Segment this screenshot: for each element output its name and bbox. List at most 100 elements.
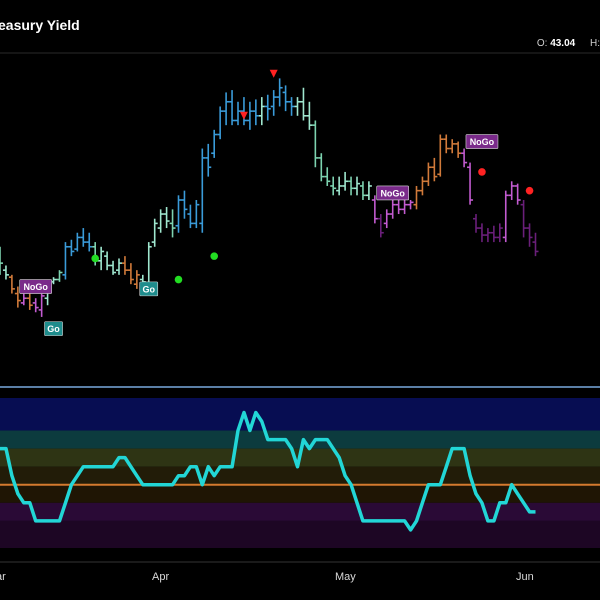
price-bar bbox=[306, 101, 313, 130]
price-bar bbox=[437, 134, 444, 177]
price-bar bbox=[110, 260, 117, 275]
price-bar bbox=[32, 298, 39, 313]
price-bar bbox=[98, 246, 105, 271]
trend-label-box bbox=[465, 134, 499, 149]
price-bar bbox=[205, 143, 212, 177]
price-bar bbox=[288, 97, 295, 116]
price-bar bbox=[217, 106, 224, 140]
nogo-signal-dot bbox=[525, 186, 534, 195]
price-bar bbox=[383, 209, 390, 229]
price-bar bbox=[318, 153, 325, 182]
price-bar bbox=[389, 200, 396, 219]
x-tick-label: ar bbox=[0, 571, 6, 583]
trend-label-text: Go bbox=[143, 284, 156, 294]
price-bar bbox=[193, 200, 200, 229]
price-bar bbox=[223, 92, 230, 126]
price-bar bbox=[8, 274, 15, 294]
price-bar bbox=[258, 97, 265, 126]
trend-label-box bbox=[139, 281, 159, 297]
price-bar bbox=[520, 200, 527, 238]
price-bar bbox=[478, 223, 485, 243]
trend-label-text: NoGo bbox=[23, 282, 48, 292]
price-bar bbox=[514, 183, 521, 205]
price-bar bbox=[502, 190, 509, 243]
oscillator-band bbox=[0, 520, 600, 548]
price-bar bbox=[80, 228, 87, 247]
price-bar bbox=[431, 157, 438, 182]
trend-label: Go bbox=[139, 281, 159, 297]
price-bar bbox=[181, 190, 188, 219]
price-bar bbox=[413, 185, 420, 210]
oscillator-band bbox=[0, 466, 600, 485]
price-bar bbox=[449, 139, 456, 154]
price-bar bbox=[425, 162, 432, 186]
nogo-countertrend-triangle bbox=[239, 111, 248, 120]
price-bar bbox=[116, 258, 122, 275]
price-bar bbox=[20, 293, 27, 306]
x-tick-label: Apr bbox=[152, 571, 170, 583]
x-tick-label: Jun bbox=[516, 571, 534, 583]
price-bar bbox=[473, 214, 479, 233]
price-bar bbox=[199, 148, 206, 233]
price-bar bbox=[240, 97, 247, 126]
price-bar bbox=[484, 228, 491, 243]
price-bar bbox=[294, 97, 301, 116]
price-bar bbox=[0, 246, 3, 275]
price-bar bbox=[443, 134, 450, 154]
price-bar bbox=[270, 90, 277, 116]
trend-label: Go bbox=[44, 321, 63, 336]
price-bar bbox=[419, 176, 426, 196]
price-bar bbox=[467, 162, 474, 205]
price-bar bbox=[300, 87, 307, 121]
price-bar bbox=[348, 176, 355, 196]
price-bar bbox=[133, 270, 140, 289]
price-bar bbox=[187, 204, 194, 229]
price-bar bbox=[282, 85, 289, 112]
price-bar bbox=[74, 232, 81, 252]
price-bar bbox=[508, 181, 515, 200]
price-bar bbox=[330, 176, 337, 196]
ohlc-readout: O: 43.04 H: bbox=[537, 38, 600, 49]
price-bar bbox=[14, 286, 21, 308]
trend-label-text: NoGo bbox=[380, 188, 405, 198]
price-bar bbox=[532, 232, 539, 257]
nogo-countertrend-triangle bbox=[269, 69, 278, 78]
price-bar bbox=[401, 200, 408, 215]
price-bar bbox=[276, 78, 283, 107]
trend-label-text: NoGo bbox=[470, 137, 495, 147]
price-bar bbox=[26, 291, 33, 310]
ohlc-open-value: 43.04 bbox=[550, 38, 576, 49]
trend-label: NoGo bbox=[465, 134, 499, 149]
price-bar bbox=[359, 181, 366, 200]
oscillator-band bbox=[0, 398, 600, 431]
price-bar bbox=[455, 141, 462, 158]
price-bar bbox=[163, 207, 170, 229]
price-bar bbox=[157, 209, 164, 233]
price-bar bbox=[490, 225, 497, 243]
trend-label: NoGo bbox=[376, 185, 410, 201]
price-bar bbox=[121, 256, 128, 275]
price-bar bbox=[336, 176, 343, 196]
price-bar bbox=[324, 167, 331, 186]
trend-label: NoGo bbox=[19, 279, 53, 294]
price-bar bbox=[371, 195, 378, 224]
price-bar bbox=[2, 265, 9, 280]
trend-label-box bbox=[44, 321, 63, 336]
x-tick-label: May bbox=[335, 571, 356, 583]
price-bar bbox=[56, 270, 63, 282]
price-bar bbox=[246, 101, 253, 130]
go-signal-dot bbox=[210, 252, 218, 260]
price-bar bbox=[151, 218, 158, 247]
price-bar bbox=[312, 120, 319, 168]
price-bar bbox=[252, 99, 259, 126]
price-bar bbox=[229, 90, 236, 126]
oscillator-band bbox=[0, 430, 600, 449]
go-signal-dot bbox=[91, 254, 99, 263]
go-signal-dot bbox=[174, 275, 183, 284]
price-bar bbox=[62, 242, 69, 280]
trend-label-text: Go bbox=[47, 324, 60, 334]
price-bar bbox=[526, 223, 533, 247]
price-bar bbox=[377, 214, 384, 238]
